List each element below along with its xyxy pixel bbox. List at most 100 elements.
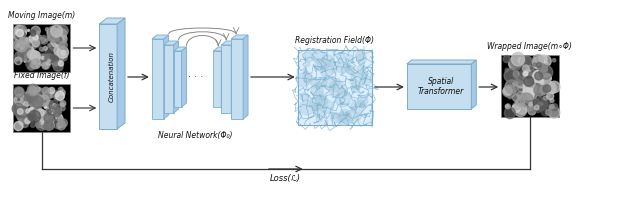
Circle shape [30, 51, 40, 61]
Circle shape [522, 88, 534, 100]
Circle shape [40, 88, 52, 100]
Bar [173, 51, 182, 107]
Circle shape [361, 75, 371, 85]
Circle shape [31, 94, 39, 102]
Circle shape [30, 100, 35, 105]
Circle shape [534, 99, 540, 105]
Circle shape [333, 114, 337, 119]
Text: Registration Field(Φ): Registration Field(Φ) [296, 36, 374, 45]
Circle shape [48, 30, 60, 42]
Circle shape [356, 54, 366, 64]
Circle shape [43, 120, 47, 124]
Bar [152, 39, 164, 119]
Circle shape [30, 30, 36, 36]
Circle shape [52, 54, 59, 60]
Circle shape [352, 81, 360, 89]
Circle shape [337, 53, 345, 60]
Circle shape [56, 57, 60, 61]
Circle shape [535, 72, 543, 80]
Circle shape [23, 117, 30, 124]
Circle shape [532, 74, 536, 79]
Polygon shape [173, 41, 179, 113]
Circle shape [515, 101, 518, 104]
Circle shape [57, 46, 68, 58]
Circle shape [324, 77, 337, 90]
Circle shape [552, 59, 556, 62]
Polygon shape [221, 47, 226, 107]
Text: Wrapped Image(m∘Φ): Wrapped Image(m∘Φ) [488, 42, 572, 51]
Circle shape [15, 109, 22, 117]
Circle shape [311, 84, 323, 96]
Circle shape [314, 62, 321, 69]
Circle shape [320, 100, 333, 113]
Circle shape [345, 55, 354, 64]
Bar [501, 55, 559, 117]
Circle shape [356, 51, 365, 61]
Circle shape [28, 29, 29, 32]
Circle shape [332, 69, 337, 73]
Circle shape [30, 43, 33, 46]
Circle shape [33, 96, 39, 101]
Circle shape [539, 55, 547, 63]
Circle shape [51, 55, 59, 63]
Circle shape [17, 110, 28, 121]
Circle shape [34, 111, 45, 122]
Circle shape [536, 108, 540, 113]
Circle shape [538, 69, 543, 74]
Circle shape [516, 98, 525, 106]
Circle shape [524, 106, 527, 110]
Circle shape [548, 95, 550, 97]
Circle shape [29, 44, 35, 50]
Circle shape [330, 112, 340, 123]
Circle shape [17, 25, 26, 34]
Circle shape [26, 109, 30, 113]
Circle shape [310, 97, 321, 109]
Circle shape [29, 86, 36, 93]
Circle shape [20, 33, 25, 38]
Circle shape [19, 43, 31, 54]
Circle shape [29, 86, 38, 95]
Circle shape [339, 109, 351, 122]
Circle shape [56, 53, 60, 57]
Circle shape [40, 35, 48, 44]
Circle shape [51, 34, 55, 39]
Circle shape [16, 30, 24, 37]
Circle shape [12, 103, 24, 114]
Circle shape [528, 104, 534, 110]
Circle shape [54, 95, 58, 99]
Polygon shape [471, 60, 476, 109]
Circle shape [36, 59, 39, 62]
Circle shape [30, 102, 33, 104]
Circle shape [24, 91, 35, 102]
Polygon shape [231, 35, 248, 39]
Circle shape [14, 57, 22, 65]
Circle shape [17, 109, 23, 114]
Circle shape [312, 50, 324, 63]
Circle shape [540, 103, 543, 106]
Circle shape [53, 104, 56, 107]
Bar [13, 24, 70, 72]
Circle shape [511, 52, 525, 66]
Circle shape [38, 54, 50, 66]
Circle shape [528, 107, 536, 115]
Circle shape [526, 106, 531, 111]
Circle shape [49, 114, 53, 118]
Circle shape [527, 85, 533, 91]
Circle shape [35, 94, 42, 102]
Circle shape [322, 80, 327, 85]
Circle shape [44, 120, 54, 130]
Bar [164, 45, 173, 113]
Circle shape [33, 90, 36, 93]
Circle shape [52, 104, 62, 114]
Circle shape [40, 47, 43, 51]
Circle shape [40, 37, 45, 43]
Circle shape [15, 45, 21, 51]
Circle shape [47, 62, 50, 66]
Circle shape [523, 72, 528, 76]
Circle shape [534, 84, 545, 96]
Circle shape [24, 101, 28, 106]
Text: Moving Image(m): Moving Image(m) [8, 11, 76, 20]
Circle shape [42, 121, 44, 124]
Circle shape [303, 73, 313, 84]
Circle shape [538, 78, 548, 88]
